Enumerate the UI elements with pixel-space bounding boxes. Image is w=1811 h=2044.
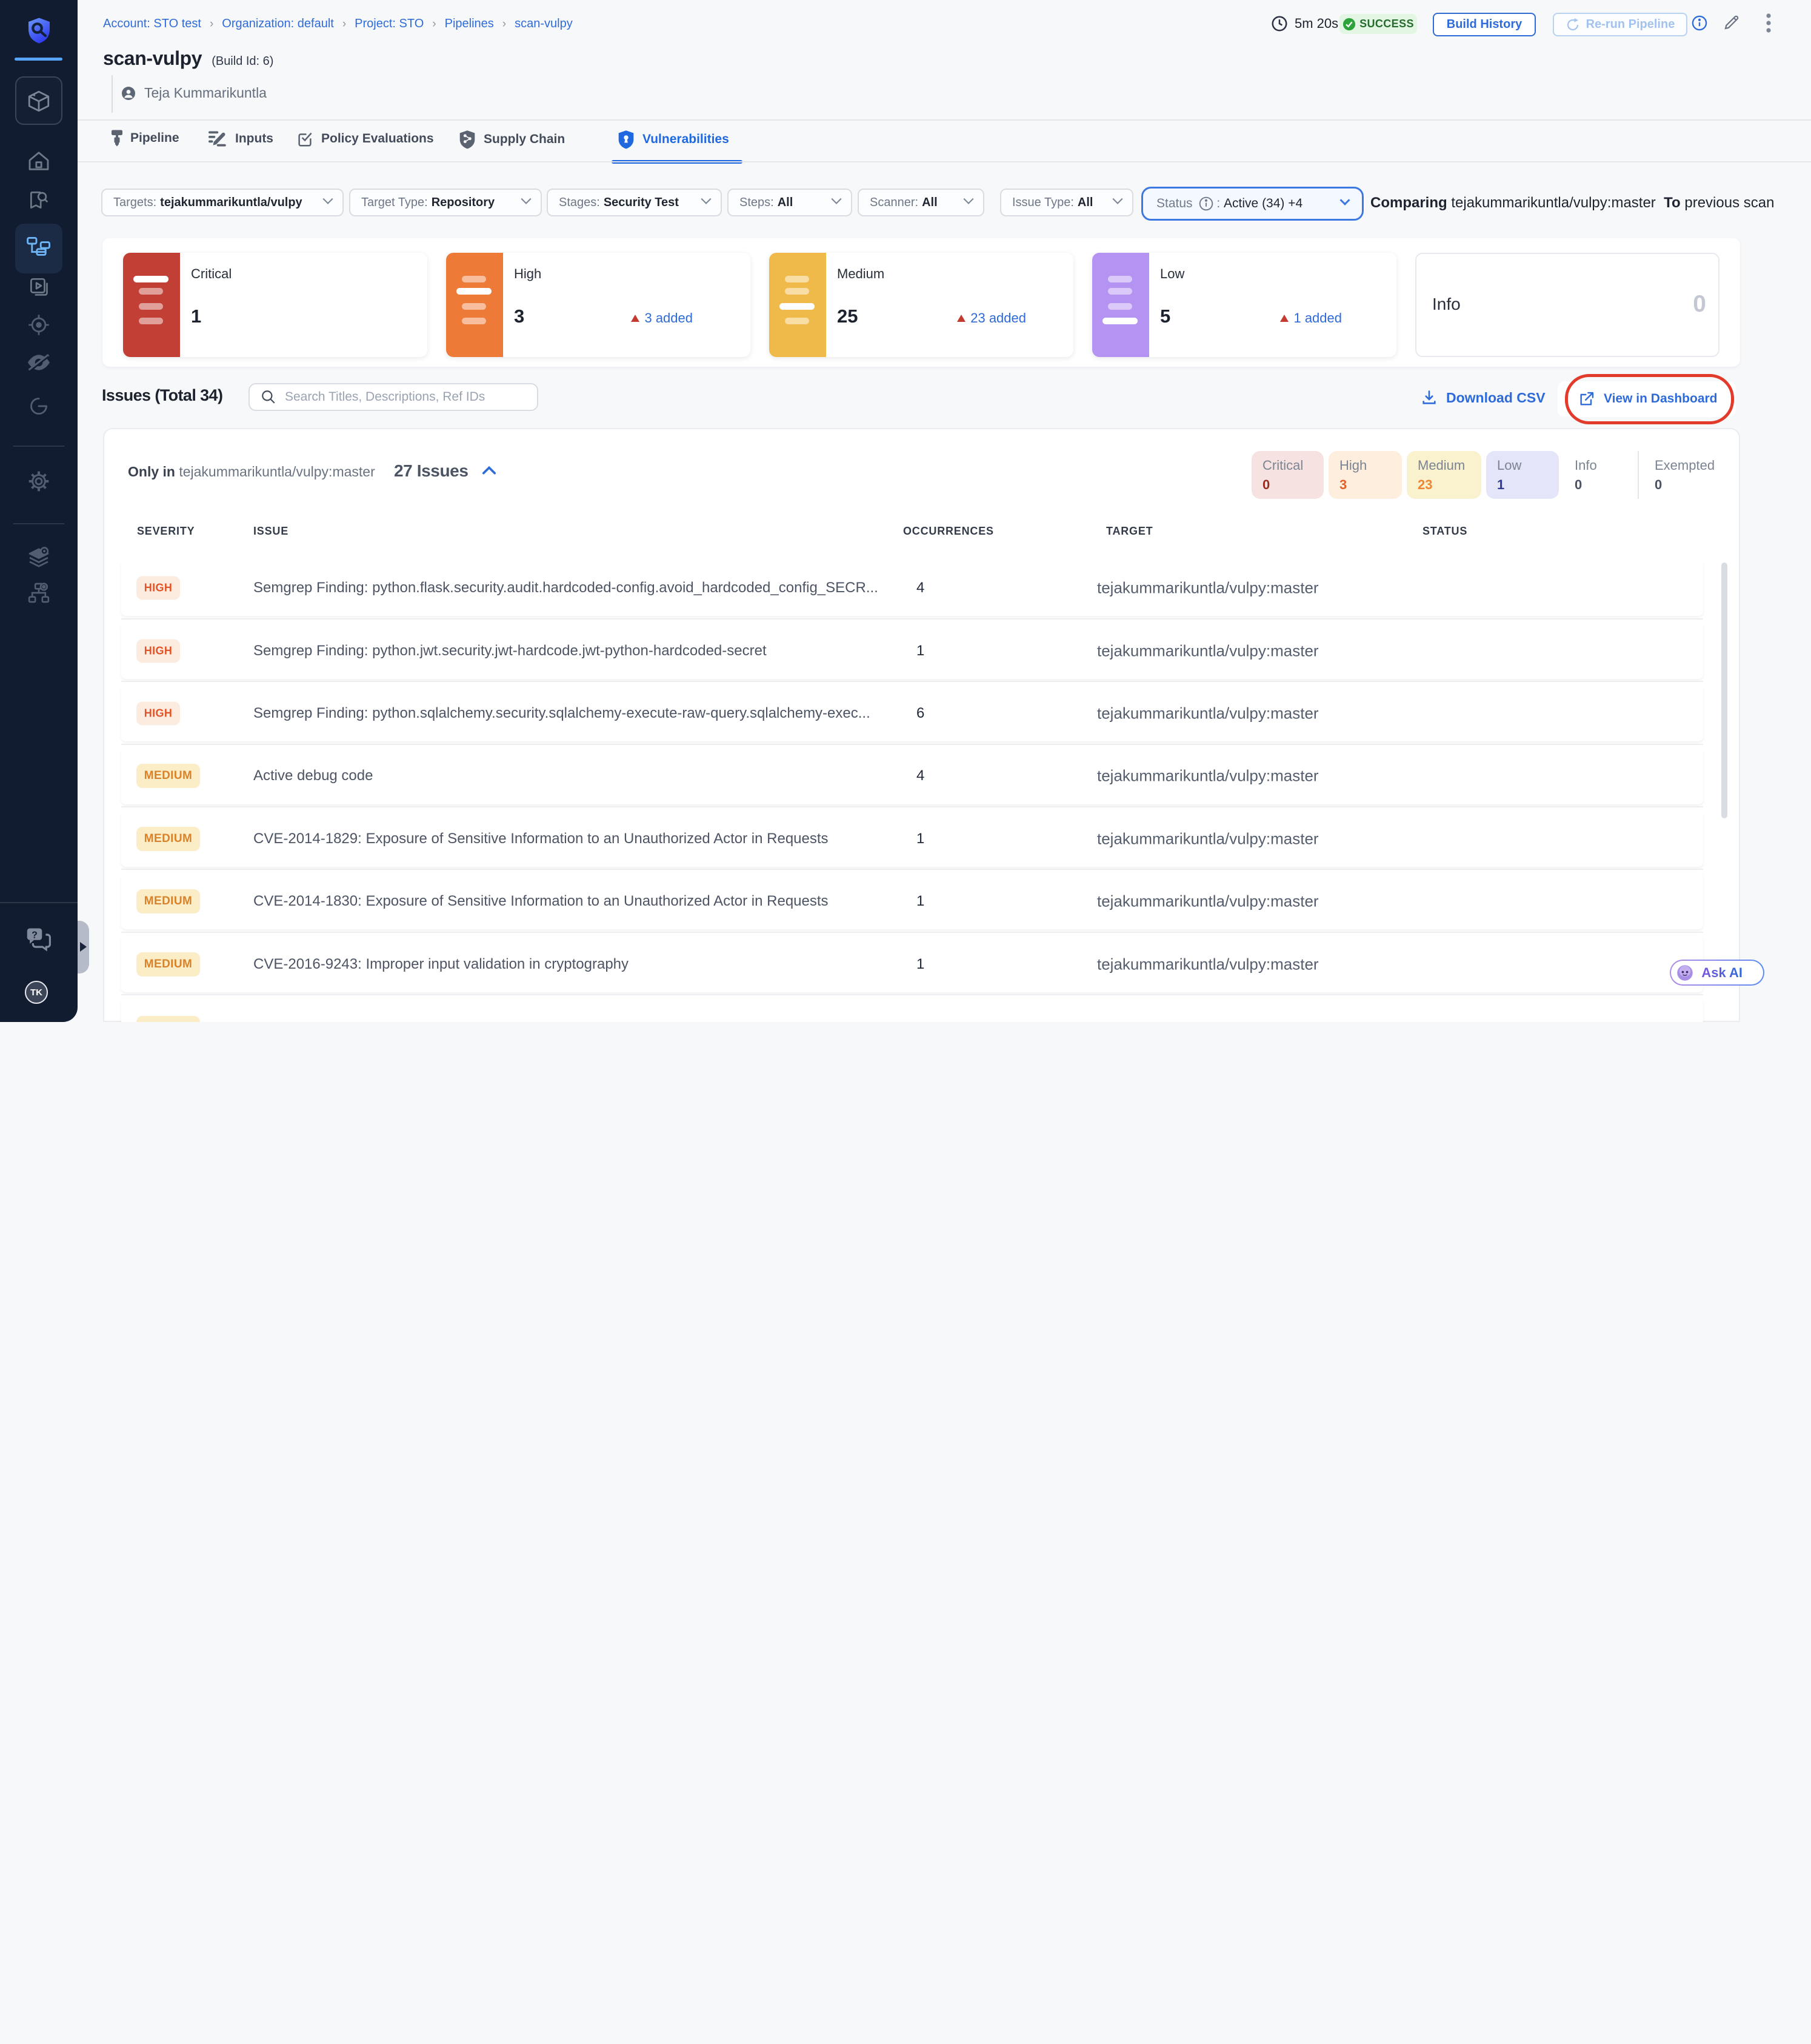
svg-text:?: ? xyxy=(32,930,38,940)
